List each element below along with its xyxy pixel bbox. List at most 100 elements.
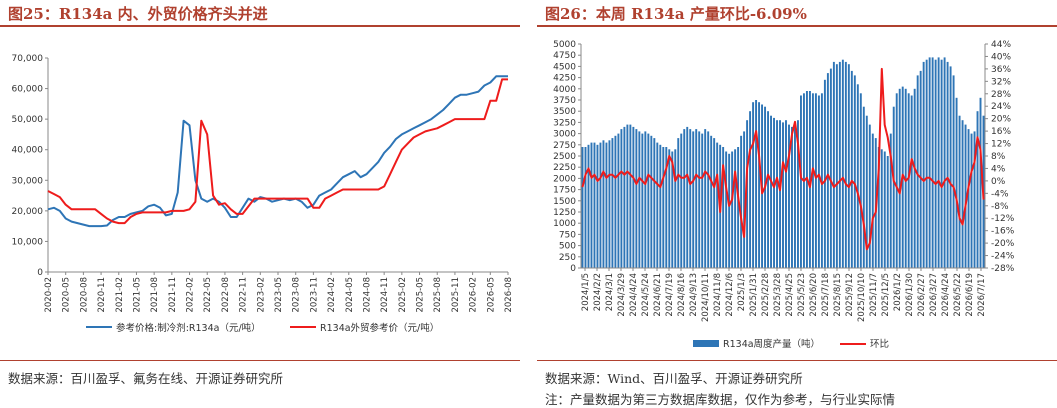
output-bar [979,97,982,268]
x-tick-label: 2023-05 [274,277,284,313]
y-tick-label: 3250 [553,118,576,128]
output-bar [686,126,689,269]
y-tick-label: 30,000 [12,176,44,186]
x-tick-label: 2025/4/25 [785,273,795,317]
x-tick-label: 2026-05 [486,277,496,313]
data-note: 注：产量数据为第三方数据库数据，仅作为参考，与行业实际情 [545,392,896,407]
output-bar [794,124,796,268]
output-bar [886,156,889,268]
x-tick-label: 2021-05 [132,277,142,313]
output-bar [871,133,874,268]
output-bar [776,120,778,268]
output-bar [973,131,976,268]
output-bar [898,88,901,268]
x-tick-label: 2024/11/8 [713,273,723,317]
x-tick-label: 2025/1/3 [737,273,747,311]
y2-tick-label: 0% [991,177,1006,187]
y-tick-label: 4000 [553,85,576,95]
x-tick-label: 2023-08 [292,277,302,313]
x-tick-label: 2024-02 [327,277,337,313]
output-bar [668,149,671,268]
x-tick-label: 2024/7/19 [665,273,675,317]
output-bar [844,61,847,269]
output-bar [635,129,638,268]
output-bar [800,95,802,268]
y-tick-label: 500 [559,242,576,252]
output-bar [617,133,620,268]
x-tick-label: 2023-11 [309,277,319,313]
wow-change-line [581,67,985,251]
output-bar [770,115,772,268]
output-bar [623,126,626,269]
x-tick-label: 2025/11/7 [869,273,879,317]
y-tick-label: 750 [559,230,576,240]
x-tick-label: 2025/10/10 [857,273,867,322]
x-tick-label: 2022-11 [239,277,249,313]
y-tick-label: 2750 [553,141,576,151]
output-bar [707,131,710,268]
output-bar [656,142,659,268]
output-bar [659,144,662,268]
y-tick-label: 60,000 [12,85,44,95]
output-bar [731,151,734,268]
x-tick-label: 2024/8/16 [677,273,687,317]
output-bar [728,153,731,268]
output-bar [808,91,811,268]
output-bar [779,120,781,268]
output-bar [662,147,665,268]
output-bar [665,147,668,268]
data-source: 数据来源：Wind、百川盈孚、开源证券研究所 [545,371,803,386]
output-bar [856,84,859,268]
y-tick-label: 2000 [553,174,576,184]
output-bar [952,75,955,269]
y-tick-label: 40,000 [12,146,44,156]
output-bar [934,59,937,269]
legend-label: R134a外贸参考价（元/吨） [320,322,439,334]
x-tick-label: 2025/1/31 [749,273,759,317]
x-tick-label: 2022-08 [221,277,231,313]
y-tick-label: 70,000 [12,54,44,64]
y2-tick-label: 24% [991,102,1011,112]
output-bar [644,131,647,268]
y-tick-label: 0 [570,264,576,274]
output-bar [632,126,635,269]
x-tick-label: 2026/4/24 [941,273,951,317]
legend-label: 环比 [870,338,889,350]
y2-tick-label: 28% [991,90,1011,100]
output-bar [859,93,862,268]
output-bar [737,147,740,268]
output-bar [835,64,838,268]
y-tick-label: 4750 [553,51,576,61]
output-bar [883,151,886,268]
output-bar [680,133,683,268]
output-bar [629,124,632,268]
y2-tick-label: -28% [991,264,1015,274]
output-bar [976,111,979,268]
x-tick-label: 2020-05 [62,277,72,313]
output-bar [895,93,898,268]
price-line-chart: 0 10,000 20,000 30,000 40,000 50,000 60,000 70,… [12,54,515,334]
output-bar [838,61,841,269]
x-tick-label: 2025/12/5 [881,273,891,317]
output-bar [967,129,970,268]
right-figure-panel: 图26：本周 R134a 产量环比-6.09% 0 250 500 750 1000 12… [537,0,1057,407]
legend-label: 参考价格:制冷剂:R134a（元/吨） [116,322,261,334]
y-tick-label: 20,000 [12,207,44,217]
output-bar [817,95,820,268]
output-bar [955,97,958,268]
x-tick-label: 2024/2/2 [593,273,603,311]
y-tick-label: 10,000 [12,237,44,247]
output-bar [970,133,973,268]
x-tick-label: 2026-02 [469,277,479,313]
output-bar [620,129,623,268]
output-bar [701,133,704,268]
x-tick-label: 2025/3/28 [773,273,783,317]
output-bar [734,149,737,268]
output-bar [880,149,883,268]
output-bar [850,70,853,269]
left-figure-panel: 图25：R134a 内、外贸价格齐头并进 0 10,000 20,000 30,000… [0,0,520,401]
output-bar [767,111,769,268]
output-bar [743,131,746,268]
output-bar [964,124,967,268]
x-tick-label: 2026/5/22 [953,273,963,317]
